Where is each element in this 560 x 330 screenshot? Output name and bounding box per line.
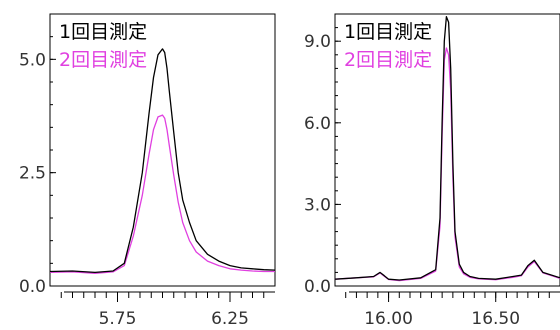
y-tick-label: 2.5 (19, 164, 46, 184)
legend-entry-2: 2回目測定 (344, 49, 432, 71)
chart-panel-right: 0.0 3.0 6.0 9.0 16.00 16.50 1回目測定 2回目測定 (304, 13, 560, 329)
y-tick-label: 3.0 (304, 195, 331, 215)
x-tick-label: 16.50 (471, 309, 520, 329)
series-line-2 (49, 114, 275, 274)
y-tick-label: 5.0 (19, 50, 46, 70)
y-tick-label: 6.0 (304, 114, 331, 134)
legend-entry-1: 1回目測定 (59, 21, 147, 43)
y-tick-label: 0.0 (19, 277, 46, 297)
x-tick-label: 16.00 (364, 309, 413, 329)
series-line-2 (334, 47, 560, 282)
series-line-1 (334, 16, 560, 281)
y-tick-label: 9.0 (304, 32, 331, 52)
legend-entry-1: 1回目測定 (344, 21, 432, 43)
x-tick-label: 5.75 (99, 309, 137, 329)
legend-entry-2: 2回目測定 (59, 49, 147, 71)
y-tick-label: 0.0 (304, 277, 331, 297)
x-tick-label: 6.25 (211, 309, 249, 329)
chart-panel-left: 0.0 2.5 5.0 5.75 6.25 1回目測定 2回目測定 (19, 13, 276, 329)
series-line-1 (49, 48, 276, 274)
